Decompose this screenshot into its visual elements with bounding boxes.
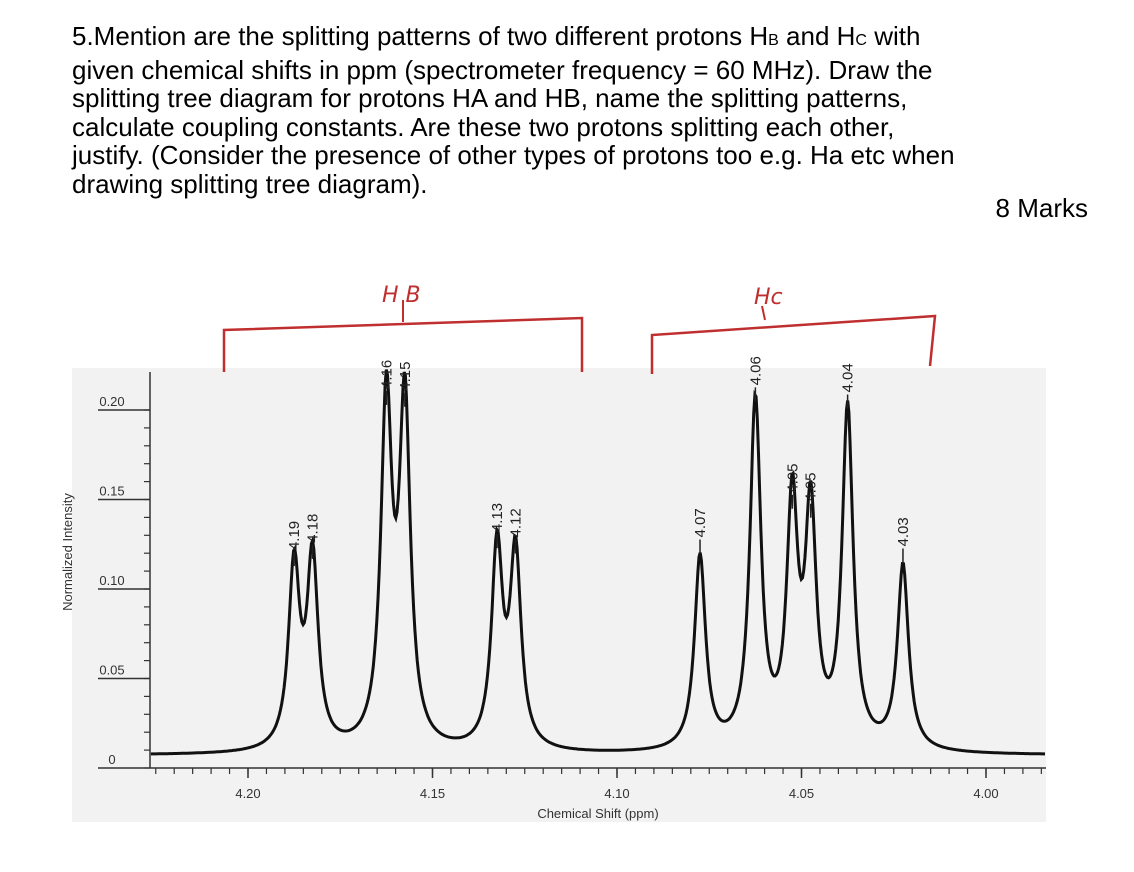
subscript-b: B: [768, 32, 779, 49]
y-tick-label: 0.10: [99, 573, 124, 588]
y-tick-label: 0.15: [99, 484, 124, 499]
x-ticks: [155, 768, 1042, 778]
peak-label: 4.19: [286, 521, 303, 550]
hb-bracket: [222, 316, 584, 372]
peak-label: 4.18: [305, 514, 322, 543]
x-tick-label: 4.05: [789, 786, 814, 801]
y-tick-labels: 0 0.05 0.10 0.15 0.20: [99, 394, 124, 767]
peak-label: 4.04: [840, 363, 857, 392]
question-line-5: justify. (Consider the presence of other…: [72, 140, 955, 170]
peak-label: 4.13: [489, 503, 506, 532]
x-axis-label: Chemical Shift (ppm): [537, 806, 658, 821]
question-line-4: calculate coupling constants. Are these …: [72, 111, 895, 142]
spectrum-line: [150, 369, 1045, 756]
y-tick-label: 0.05: [99, 663, 124, 678]
question-line-2: given chemical shifts in ppm (spectromet…: [72, 54, 933, 85]
hc-bracket: [650, 314, 937, 374]
peak-label: 4.15: [397, 362, 414, 391]
subscript-c: C: [855, 32, 867, 49]
hc-pointer: [761, 305, 766, 321]
x-tick-label: 4.10: [604, 786, 629, 801]
question-line-1-part-c: with: [866, 21, 921, 51]
x-tick-label: 4.15: [420, 786, 445, 801]
peak-label: 4.06: [747, 356, 764, 385]
peak-label: 4.03: [895, 517, 912, 546]
hc-handwritten-label: Hc: [754, 285, 783, 310]
peak-label: 4.16: [378, 360, 395, 389]
question-line-1: 5.Mention are the splitting patterns of …: [72, 22, 1052, 56]
question-line-3: splitting tree diagram for protons HA an…: [72, 83, 908, 113]
peak-label: 4.05: [784, 464, 801, 493]
question-text: 5.Mention are the splitting patterns of …: [72, 22, 1052, 198]
marks-label: 8 Marks: [995, 193, 1088, 223]
y-axis-label: Normalized Intensity: [60, 493, 75, 611]
y-tick-label: 0: [108, 752, 115, 767]
hb-handwritten-label: H B: [382, 283, 421, 308]
y-tick-label: 0.20: [99, 394, 124, 409]
x-tick-labels: 4.20 4.15 4.10 4.05 4.00: [235, 786, 998, 801]
peak-label: 4.12: [508, 508, 525, 537]
question-line-1-part-b: and H: [778, 21, 856, 51]
x-tick-label: 4.20: [235, 786, 260, 801]
peak-markers: 4.19 4.18 4.16 4.15 4.13 4.12 4.07 4.06 4.05 4.05…: [286, 356, 912, 567]
question-line-6: drawing splitting tree diagram).: [72, 168, 428, 199]
question-line-1-part-a: 5.Mention are the splitting patterns of …: [72, 21, 769, 51]
peak-label: 4.07: [692, 508, 709, 537]
x-tick-label: 4.00: [973, 786, 998, 801]
peak-label: 4.05: [803, 473, 820, 502]
y-ticks: [98, 409, 150, 769]
